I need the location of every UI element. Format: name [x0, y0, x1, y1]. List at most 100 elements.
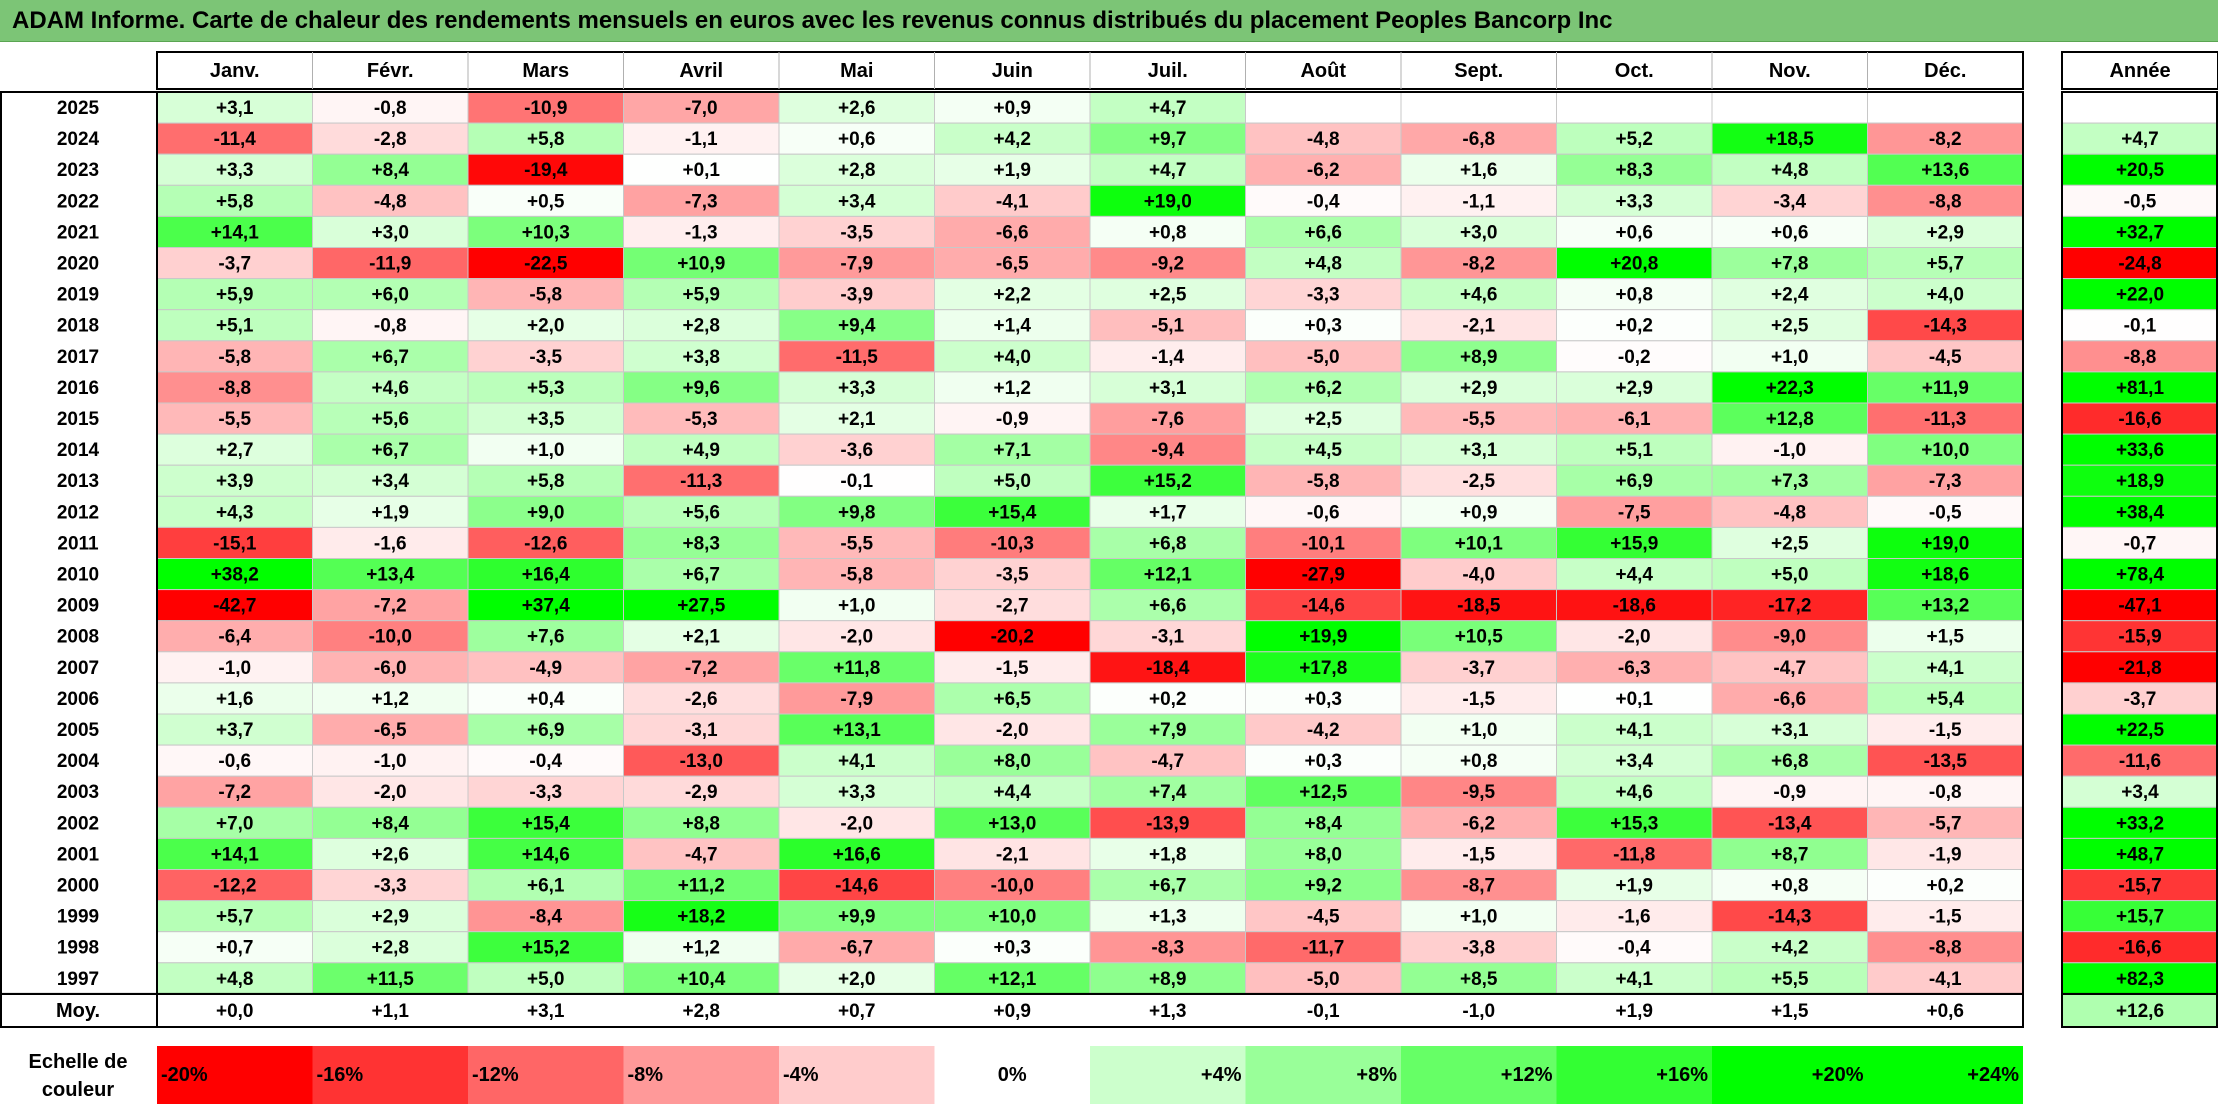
cell-value: -3,7 — [1462, 658, 1495, 679]
cell-value: +0,8 — [1149, 222, 1187, 243]
heatmap-cell — [156, 558, 313, 591]
average-value: +1,5 — [1771, 1001, 1809, 1022]
cell-value: -10,9 — [524, 98, 567, 119]
cell-value: -2,0 — [996, 720, 1029, 741]
cell-value: -4,8 — [374, 191, 407, 212]
cell-value: +3,0 — [371, 222, 409, 243]
heatmap-cell — [778, 184, 935, 217]
cell-value: +11,2 — [678, 876, 725, 897]
heatmap-cell — [1556, 309, 1713, 342]
heatmap-cell — [1867, 215, 2024, 248]
cell-value: +10,9 — [677, 254, 725, 275]
heatmap-cell — [156, 589, 313, 622]
heatmap-cell — [312, 589, 469, 622]
cell-value: +7,3 — [1771, 471, 1809, 492]
cell-value: -9,2 — [1151, 254, 1184, 275]
heatmap-cell — [467, 931, 624, 964]
cell-value: -1,5 — [1462, 689, 1495, 710]
cell-value: +0,6 — [838, 129, 876, 150]
cell-value: -1,3 — [685, 222, 718, 243]
cell-value: +3,1 — [1771, 720, 1809, 741]
annual-cell — [2061, 91, 2218, 124]
cell-value: +14,1 — [211, 844, 260, 865]
color-scale-stop-label: +4% — [1201, 1064, 1242, 1086]
cell-value: +11,9 — [1922, 378, 1969, 399]
heatmap-cell — [623, 900, 780, 933]
heatmap-cell — [1711, 744, 1868, 777]
cell-value: -0,9 — [996, 409, 1029, 430]
heatmap-cell — [1867, 371, 2024, 404]
cell-value: +5,6 — [682, 502, 720, 523]
heatmap-cell — [778, 775, 935, 808]
cell-value: +1,9 — [371, 502, 409, 523]
annual-value: -15,9 — [2118, 627, 2161, 648]
cell-value: -10,1 — [1302, 533, 1346, 554]
cell-value: +9,8 — [838, 502, 876, 523]
heatmap-cell — [1400, 775, 1557, 808]
heatmap-cell — [778, 931, 935, 964]
heatmap-cell — [467, 278, 624, 311]
heatmap-cell — [934, 744, 1091, 777]
heatmap-cell — [1711, 713, 1868, 746]
cell-value: -11,5 — [836, 347, 879, 368]
cell-value: -8,2 — [1462, 254, 1495, 275]
cell-value: +14,6 — [522, 844, 570, 865]
heatmap-cell — [1711, 402, 1868, 435]
cell-value: -14,3 — [1924, 316, 1967, 337]
cell-value: +9,0 — [527, 502, 565, 523]
cell-value: +1,2 — [993, 378, 1031, 399]
cell-value: -19,4 — [524, 160, 568, 181]
cell-value: +4,4 — [993, 782, 1031, 803]
cell-value: +3,1 — [1149, 378, 1187, 399]
cell-value: +5,0 — [527, 969, 565, 990]
heatmap-cell — [1400, 278, 1557, 311]
annual-value: +22,0 — [2116, 285, 2164, 306]
cell-value: +3,3 — [838, 378, 876, 399]
heatmap-cell — [156, 278, 313, 311]
cell-value: -7,3 — [685, 191, 718, 212]
heatmap-cell — [1400, 589, 1557, 622]
cell-value: +8,0 — [993, 751, 1031, 772]
cell-value: -5,8 — [529, 285, 562, 306]
cell-value: +1,4 — [993, 316, 1031, 337]
cell-value: -9,5 — [1462, 782, 1495, 803]
heatmap-cell — [623, 402, 780, 435]
cell-value: -3,5 — [840, 222, 873, 243]
cell-value: +2,6 — [371, 844, 409, 865]
heatmap-cell — [312, 122, 469, 155]
cell-value: -4,5 — [1307, 907, 1340, 928]
annual-cell — [2061, 744, 2218, 777]
cell-value: +4,7 — [1149, 160, 1187, 181]
annual-cell — [2061, 651, 2218, 684]
annual-cell — [2061, 869, 2218, 902]
heatmap-cell — [467, 682, 624, 715]
heatmap-cell — [312, 464, 469, 497]
heatmap-cell — [1400, 433, 1557, 466]
heatmap-cell — [467, 620, 624, 653]
heatmap-cell — [778, 215, 935, 248]
heatmap-cell — [623, 91, 780, 124]
cell-value: +0,5 — [527, 191, 565, 212]
heatmap-cell — [934, 682, 1091, 715]
heatmap-cell — [623, 744, 780, 777]
cell-value: +22,3 — [1766, 378, 1814, 399]
heatmap-cell — [934, 589, 1091, 622]
cell-value: +3,4 — [838, 191, 876, 212]
cell-value: +15,4 — [522, 813, 571, 834]
cell-value: +4,1 — [1615, 720, 1653, 741]
cell-value: +5,9 — [682, 285, 720, 306]
cell-value: +6,9 — [1615, 471, 1653, 492]
cell-value: +2,2 — [993, 285, 1031, 306]
heatmap-cell — [1245, 495, 1402, 528]
cell-value: -12,6 — [524, 533, 567, 554]
year-label: 2009 — [57, 596, 99, 617]
cell-value: +2,0 — [527, 316, 565, 337]
annual-value: +15,7 — [2116, 907, 2164, 928]
annual-value: +82,3 — [2116, 969, 2164, 990]
heatmap-cell — [1400, 464, 1557, 497]
heatmap-cell — [1711, 215, 1868, 248]
cell-value: +2,4 — [1771, 285, 1809, 306]
heatmap-cell — [934, 962, 1091, 995]
heatmap-cell — [1245, 558, 1402, 591]
heatmap-cell — [1867, 309, 2024, 342]
